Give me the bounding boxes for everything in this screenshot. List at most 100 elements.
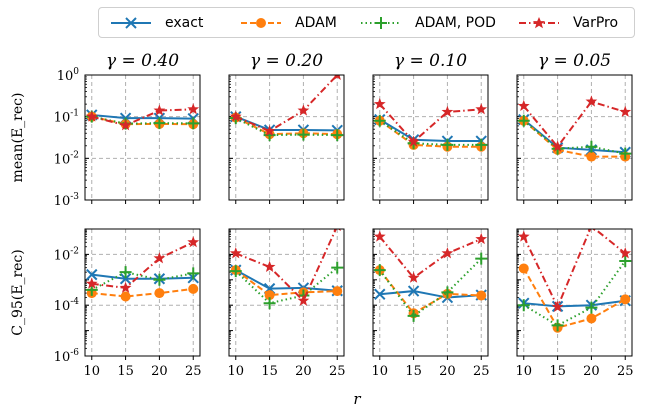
x-tick-label: 20 xyxy=(151,364,168,379)
data-point-adam-pod-1 xyxy=(229,265,242,278)
series-line-varpro xyxy=(91,108,194,127)
data-point-adam-4 xyxy=(476,290,487,301)
panel-r1-c1 xyxy=(84,74,201,204)
series-line-adam xyxy=(379,119,482,148)
data-point-varpro-2 xyxy=(407,271,420,283)
series-group xyxy=(229,75,344,142)
x-tick-label: 15 xyxy=(549,364,566,379)
column-title-2: γ = 0.20 xyxy=(250,51,323,71)
series-group xyxy=(373,97,488,152)
data-point-adam-pod-3 xyxy=(441,138,454,151)
data-point-varpro-2 xyxy=(263,260,276,272)
panel-frame xyxy=(84,74,201,201)
data-point-adam-2 xyxy=(264,290,275,301)
data-point-varpro-3 xyxy=(585,95,598,107)
data-point-adam-pod-4 xyxy=(187,117,200,130)
series-line-adam-pod xyxy=(378,257,482,318)
series-group xyxy=(517,229,632,333)
data-point-adam-pod-4 xyxy=(331,129,344,142)
x-tick-label: 10 xyxy=(515,364,532,379)
column-title-3: γ = 0.10 xyxy=(394,51,467,71)
panel-r1-c3 xyxy=(372,74,489,204)
legend: exact ADAM ADAM, POD VarPro xyxy=(98,7,635,38)
column-title-1: γ = 0.40 xyxy=(106,51,179,71)
data-point-varpro-3 xyxy=(587,229,596,232)
x-axis-label: r xyxy=(353,390,361,408)
data-point-varpro-1 xyxy=(517,99,530,112)
data-point-adam-pod-1 xyxy=(373,114,386,127)
series-line-adam xyxy=(91,287,194,298)
data-point-adam-4 xyxy=(332,286,343,297)
data-point-adam-pod-3 xyxy=(585,301,598,314)
panel-r1-c4 xyxy=(516,74,633,204)
series-group xyxy=(517,95,632,162)
x-tick-label: 10 xyxy=(83,364,100,379)
series-line-exact xyxy=(379,118,482,143)
data-point-varpro-3 xyxy=(297,294,310,306)
legend-entry-exact: exact xyxy=(111,8,203,37)
data-point-varpro-2 xyxy=(119,119,132,131)
panel-frame xyxy=(516,74,633,201)
data-point-adam-1 xyxy=(518,263,529,274)
x-tick-label: 10 xyxy=(371,364,388,379)
data-point-exact-2 xyxy=(407,285,420,297)
data-point-adam-pod-4 xyxy=(475,138,488,151)
legend-entry-adam-pod: ADAM, POD xyxy=(361,8,496,37)
data-point-varpro-3 xyxy=(441,247,454,259)
series-group xyxy=(85,103,200,131)
x-tick-label: 20 xyxy=(439,364,456,379)
panel-r1-c2 xyxy=(228,74,345,204)
data-point-varpro-2 xyxy=(551,140,564,152)
series-line-varpro xyxy=(378,236,482,280)
series-line-adam xyxy=(523,119,626,158)
series-line-adam xyxy=(235,116,338,136)
y-tick-label: 10-6 xyxy=(54,348,80,365)
data-point-varpro-4 xyxy=(333,229,341,232)
y-tick-label: 10-3 xyxy=(54,192,80,209)
data-point-varpro-3 xyxy=(441,105,454,117)
panel-r2-c2 xyxy=(228,228,345,360)
data-point-varpro-4 xyxy=(619,247,632,259)
x-tick-label: 15 xyxy=(117,364,134,379)
data-point-adam-pod-1 xyxy=(373,264,386,277)
series-line-adam xyxy=(378,269,482,315)
data-point-varpro-2 xyxy=(263,124,276,137)
series-line-exact xyxy=(91,273,194,280)
series-group xyxy=(85,236,200,302)
data-point-varpro-4 xyxy=(187,103,200,115)
panel-frame xyxy=(516,228,633,357)
data-point-varpro-3 xyxy=(153,104,166,116)
y-tick-label: 10-4 xyxy=(54,297,80,314)
series-group xyxy=(373,230,488,322)
y-axis-label-row-1: mean(E_rec) xyxy=(10,93,26,183)
data-point-varpro-2 xyxy=(119,281,132,293)
data-point-adam-pod-2 xyxy=(263,297,276,310)
data-point-adam-3 xyxy=(586,151,597,162)
data-point-varpro-1 xyxy=(85,110,98,122)
data-point-varpro-1 xyxy=(85,277,98,289)
x-tick-label: 15 xyxy=(261,364,278,379)
x-tick-label: 10 xyxy=(227,364,244,379)
data-point-adam-pod-2 xyxy=(551,319,564,332)
data-point-varpro-4 xyxy=(333,75,341,81)
panel-r2-c4 xyxy=(516,228,633,360)
data-point-varpro-1 xyxy=(373,230,386,242)
x-tick-label: 25 xyxy=(617,364,634,379)
legend-label-adam-pod: ADAM, POD xyxy=(415,14,496,31)
series-line-varpro xyxy=(379,103,482,144)
data-point-varpro-2 xyxy=(407,135,420,147)
data-point-exact-1 xyxy=(86,268,98,281)
series-line-adam-pod xyxy=(235,266,338,305)
panel-frame xyxy=(228,228,345,357)
data-point-varpro-1 xyxy=(517,230,530,242)
data-point-adam-pod-3 xyxy=(297,128,310,141)
data-point-adam-pod-3 xyxy=(585,140,598,153)
legend-swatch-adam-pod xyxy=(361,16,401,29)
data-point-exact-2 xyxy=(119,273,132,285)
data-point-varpro-4 xyxy=(475,103,488,115)
data-point-adam-pod-4 xyxy=(619,254,632,267)
data-point-varpro-3 xyxy=(297,104,310,116)
series-line-exact xyxy=(523,118,626,154)
series-line-adam xyxy=(522,267,626,329)
